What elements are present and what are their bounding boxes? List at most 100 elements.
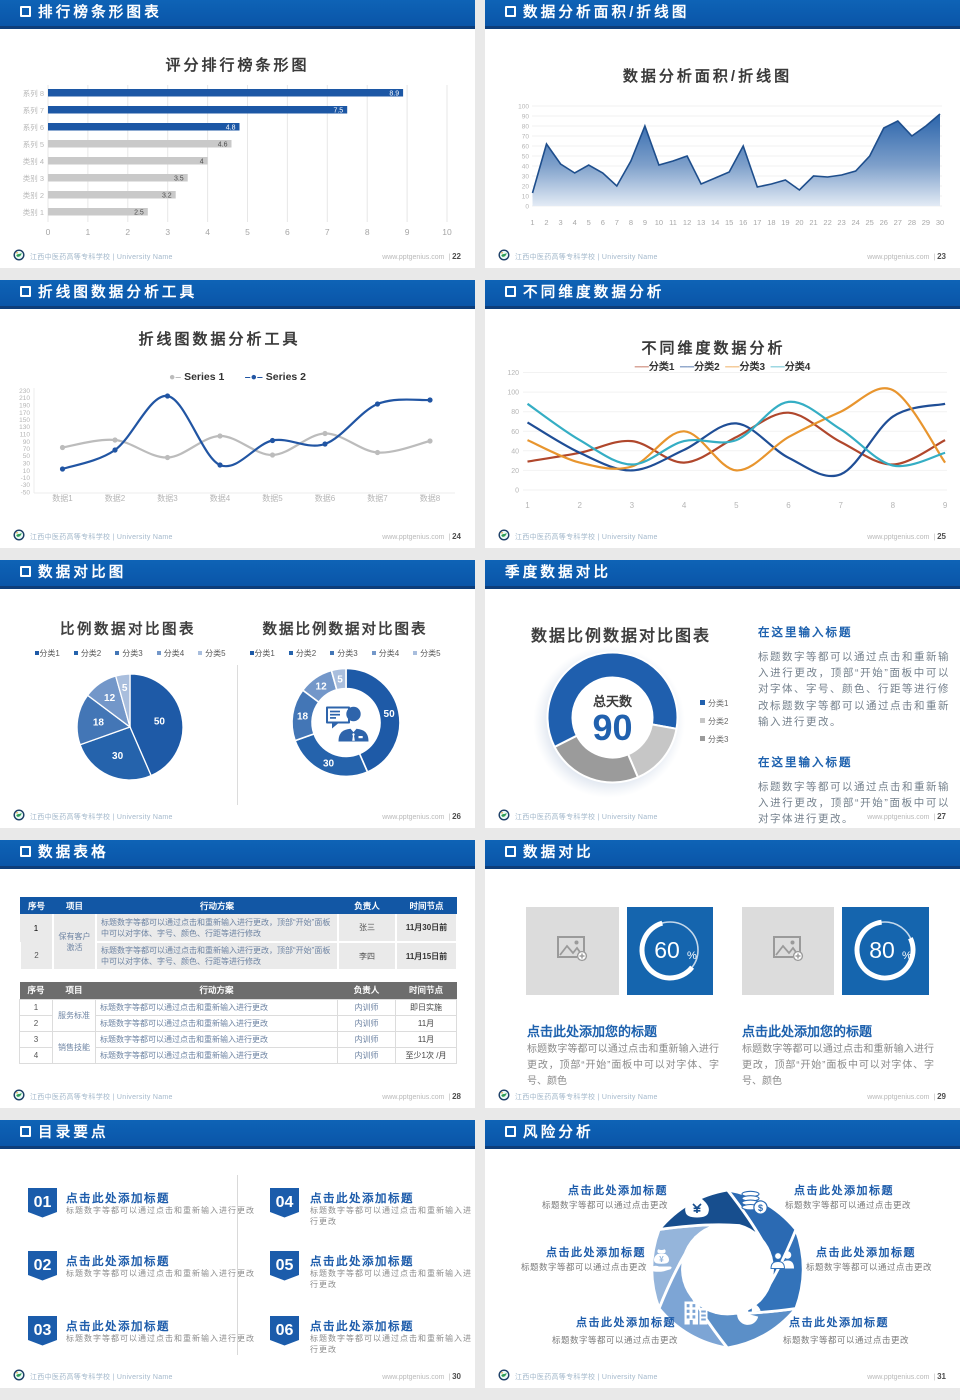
svg-text:25: 25 [866,218,874,227]
svg-text:30: 30 [522,174,530,181]
svg-text:30: 30 [323,758,335,769]
svg-text:7: 7 [325,227,330,237]
svg-text:130: 130 [19,424,30,431]
svg-text:19: 19 [781,218,789,227]
svg-text:¥: ¥ [659,1255,664,1264]
svg-text:系列 8: 系列 8 [23,88,44,98]
svg-text:数据5: 数据5 [262,493,283,503]
svg-text:8: 8 [365,227,370,237]
svg-text:4: 4 [682,501,687,510]
svg-text:数据6: 数据6 [315,493,336,503]
svg-text:1: 1 [525,501,530,510]
svg-text:%: % [687,950,697,962]
svg-text:系列 7: 系列 7 [23,105,44,115]
svg-text:3: 3 [630,501,635,510]
svg-text:6: 6 [786,501,791,510]
svg-text:20: 20 [795,218,803,227]
svg-text:0: 0 [46,227,51,237]
svg-text:20: 20 [511,468,519,475]
svg-text:80: 80 [869,937,895,963]
svg-text:50: 50 [23,453,31,460]
svg-text:02: 02 [33,1257,51,1274]
svg-text:8.9: 8.9 [389,90,399,97]
svg-text:18: 18 [297,711,309,722]
svg-text:9: 9 [405,227,410,237]
svg-text:70: 70 [522,134,530,141]
svg-text:数据1: 数据1 [52,493,73,503]
svg-text:40: 40 [511,448,519,455]
svg-text:5: 5 [337,674,343,685]
svg-text:40: 40 [522,164,530,171]
svg-text:06: 06 [276,1322,294,1339]
svg-text:50: 50 [522,154,530,161]
svg-text:5: 5 [122,683,128,694]
svg-text:150: 150 [19,417,30,424]
svg-text:数据8: 数据8 [420,493,441,503]
svg-text:9: 9 [943,501,948,510]
svg-text:7: 7 [838,501,843,510]
svg-text:11: 11 [669,218,677,227]
svg-text:190: 190 [19,403,30,410]
svg-text:210: 210 [19,395,30,402]
svg-text:50: 50 [384,709,396,720]
svg-text:30: 30 [23,461,31,468]
svg-text:22: 22 [823,218,831,227]
svg-text:1: 1 [86,227,91,237]
svg-text:1: 1 [530,218,534,227]
svg-text:05: 05 [276,1257,294,1274]
svg-text:类别 3: 类别 3 [23,173,44,183]
svg-text:100: 100 [507,390,519,397]
svg-text:110: 110 [20,432,31,439]
svg-text:15: 15 [725,218,733,227]
svg-text:13: 13 [697,218,705,227]
svg-text:6: 6 [601,218,605,227]
svg-text:120: 120 [507,370,519,377]
svg-text:3.5: 3.5 [174,175,184,182]
svg-text:-10: -10 [21,475,31,482]
svg-text:90: 90 [522,114,530,121]
svg-text:4: 4 [200,158,204,165]
svg-text:100: 100 [518,104,529,111]
svg-text:3: 3 [559,218,563,227]
svg-text:03: 03 [33,1322,51,1339]
svg-text:类别 1: 类别 1 [23,207,44,217]
svg-text:数据3: 数据3 [157,493,178,503]
svg-text:9: 9 [643,218,647,227]
svg-text:10: 10 [655,218,663,227]
svg-text:60: 60 [654,937,680,963]
svg-text:4: 4 [205,227,210,237]
svg-text:50: 50 [154,716,166,727]
svg-text:60: 60 [522,144,530,151]
svg-text:8: 8 [891,501,896,510]
svg-text:类别 2: 类别 2 [23,190,44,200]
svg-text:170: 170 [19,410,30,417]
svg-text:17: 17 [753,218,761,227]
svg-text:6: 6 [285,227,290,237]
svg-text:5: 5 [734,501,739,510]
svg-text:$: $ [758,1203,763,1213]
svg-text:30: 30 [112,751,124,762]
svg-text:60: 60 [511,429,519,436]
svg-text:3: 3 [165,227,170,237]
svg-text:29: 29 [922,218,930,227]
svg-text:16: 16 [739,218,747,227]
svg-text:0: 0 [525,204,529,211]
svg-text:总天数: 总天数 [593,694,633,709]
svg-text:数据2: 数据2 [105,493,126,503]
svg-text:7: 7 [615,218,619,227]
svg-text:10: 10 [442,227,452,237]
svg-text:28: 28 [908,218,916,227]
svg-text:系列 6: 系列 6 [23,122,44,132]
svg-text:12: 12 [683,218,691,227]
svg-text:数据7: 数据7 [367,493,388,503]
svg-text:90: 90 [592,707,632,748]
svg-text:04: 04 [276,1194,294,1211]
svg-text:4: 4 [573,218,577,227]
svg-text:2: 2 [577,501,582,510]
svg-text:01: 01 [33,1194,51,1211]
svg-text:系列 5: 系列 5 [23,139,44,149]
svg-text:90: 90 [23,439,31,446]
svg-text:14: 14 [711,218,719,227]
svg-text:%: % [902,950,912,962]
svg-text:27: 27 [894,218,902,227]
